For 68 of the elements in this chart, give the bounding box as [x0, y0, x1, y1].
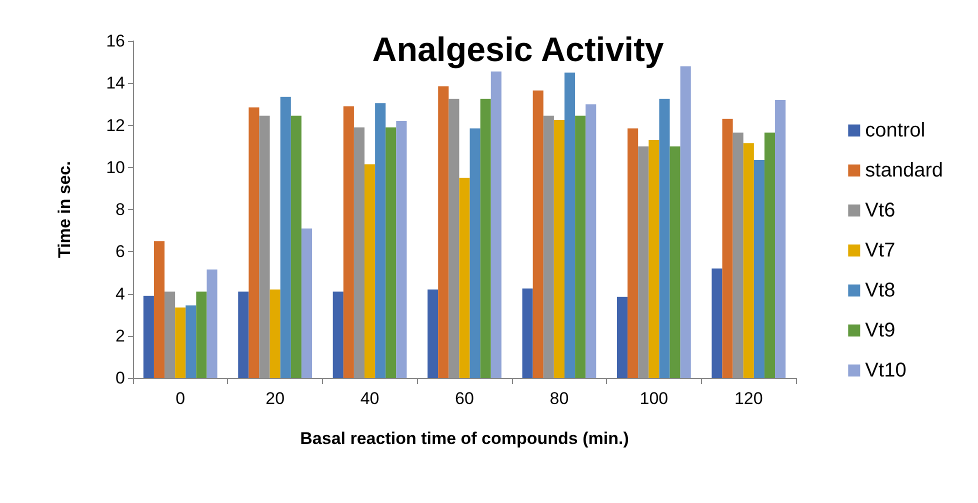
bar: [386, 127, 396, 378]
bar: [438, 86, 449, 378]
x-tick-label: 60: [455, 389, 474, 408]
bar: [575, 116, 586, 378]
legend-label: Vt7: [865, 240, 896, 262]
legend-label: control: [865, 120, 926, 142]
y-tick-label: 6: [116, 242, 125, 262]
bar: [616, 296, 628, 378]
legend-label: Vt6: [865, 200, 896, 222]
bar: [143, 296, 154, 378]
x-axis-title: Basal reaction time of compounds (min.): [300, 429, 629, 448]
bar: [722, 118, 733, 378]
chart-title: Analgesic Activity: [372, 31, 664, 69]
bar: [764, 132, 776, 378]
bar: [270, 290, 280, 378]
legend-label: standard: [865, 160, 944, 182]
bar: [522, 288, 533, 378]
x-tick-label: 0: [176, 389, 186, 408]
bar: [670, 146, 680, 378]
bar: [375, 103, 386, 378]
y-tick-label: 12: [106, 116, 125, 135]
bar: [470, 128, 480, 378]
y-tick-label: 8: [116, 200, 125, 219]
bar: [343, 106, 354, 378]
bar: [564, 72, 576, 378]
bar: [248, 107, 260, 378]
x-tick-label: 20: [266, 389, 285, 408]
bar: [648, 140, 660, 378]
bar: [743, 143, 754, 378]
bar: [332, 292, 344, 378]
bar: [428, 290, 438, 378]
bar: [659, 98, 670, 378]
bar: [175, 307, 186, 378]
bar: [154, 241, 165, 378]
y-tick-label: 16: [106, 32, 125, 50]
x-tick-label: 80: [550, 389, 569, 408]
bar: [396, 121, 407, 378]
x-tick-label: 120: [734, 389, 763, 408]
y-tick-label: 2: [116, 326, 125, 346]
y-tick-label: 10: [106, 158, 125, 177]
bar: [775, 100, 786, 378]
bar: [206, 270, 218, 378]
bar: [280, 96, 291, 378]
y-tick-label: 4: [116, 284, 125, 304]
bar: [586, 104, 596, 378]
bar: [490, 72, 502, 378]
bar: [301, 228, 312, 378]
legend-label: Vt10: [865, 360, 906, 382]
bar: [480, 98, 491, 378]
bar: [754, 160, 764, 378]
bar: [238, 292, 249, 378]
bar: [532, 90, 544, 378]
bar: [459, 178, 470, 378]
bar: [554, 120, 564, 378]
bar: [628, 128, 638, 378]
bar: [680, 66, 691, 378]
bar: [712, 268, 722, 378]
bar: [186, 305, 196, 378]
y-tick-label: 0: [116, 368, 125, 388]
x-tick-label: 100: [640, 389, 668, 408]
y-tick-label: 14: [106, 74, 125, 93]
bar: [364, 164, 376, 378]
legend-label: Vt8: [865, 280, 896, 302]
legend-label: Vt9: [865, 320, 896, 342]
bar: [196, 292, 207, 378]
y-axis-title: Time in sec.: [55, 160, 74, 258]
x-tick-label: 40: [360, 389, 380, 408]
bar: [290, 116, 302, 378]
